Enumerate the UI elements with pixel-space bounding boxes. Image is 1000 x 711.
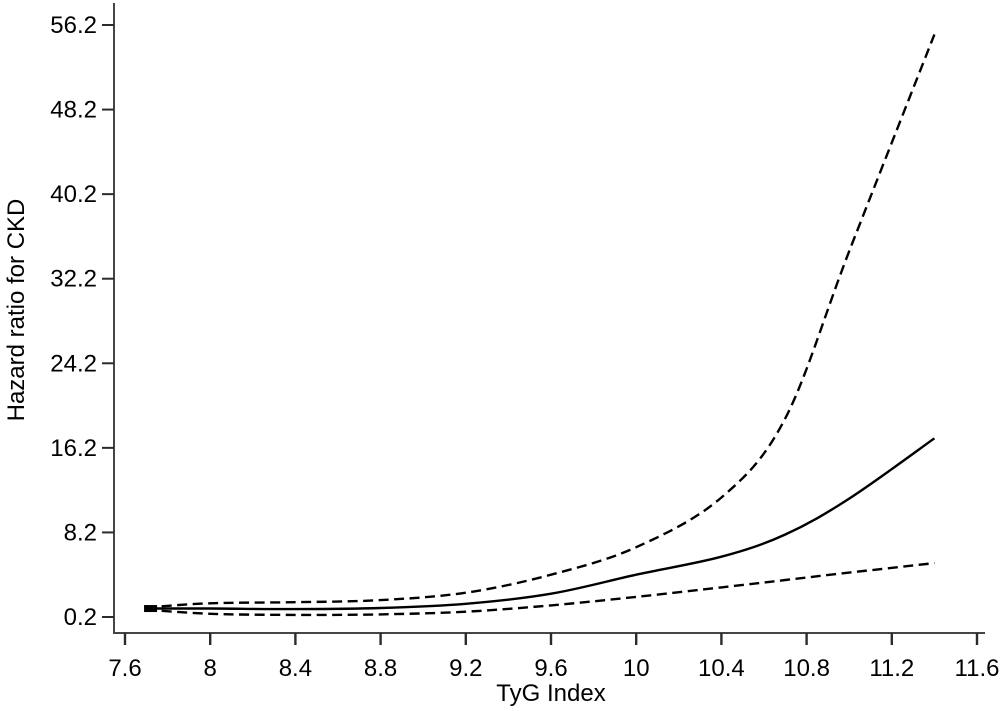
x-tick-label: 9.6 xyxy=(534,655,567,682)
y-tick-label: 24.2 xyxy=(50,350,97,377)
y-tick-label: 32.2 xyxy=(50,266,97,293)
series-ci-upper-bound xyxy=(146,34,936,609)
x-tick-label: 8 xyxy=(204,655,217,682)
y-tick-label: 8.2 xyxy=(64,519,97,546)
reference-marker xyxy=(144,605,158,613)
x-tick-label: 10.4 xyxy=(698,655,745,682)
x-tick-label: 10 xyxy=(623,655,650,682)
x-tick-label: 7.6 xyxy=(108,655,141,682)
x-tick-label: 11.6 xyxy=(955,655,1000,682)
y-tick-label: 0.2 xyxy=(64,604,97,631)
series-ci-lower-bound xyxy=(146,561,935,617)
x-tick-label: 9.2 xyxy=(449,655,482,682)
x-tick-label: 10.8 xyxy=(783,655,830,682)
x-axis-title: TyG Index xyxy=(496,680,606,707)
y-tick-label: 16.2 xyxy=(50,435,97,462)
y-tick-label: 48.2 xyxy=(50,97,97,124)
x-tick-label: 11.2 xyxy=(869,655,914,682)
y-axis-title: Hazard ratio for CKD xyxy=(3,198,30,422)
x-tick-label: 8.8 xyxy=(364,655,397,682)
series-hazard-ratio-estimate xyxy=(146,437,936,611)
y-tick-label: 56.2 xyxy=(50,12,97,39)
y-tick-label: 40.2 xyxy=(50,181,97,208)
x-tick-label: 8.4 xyxy=(279,655,312,682)
